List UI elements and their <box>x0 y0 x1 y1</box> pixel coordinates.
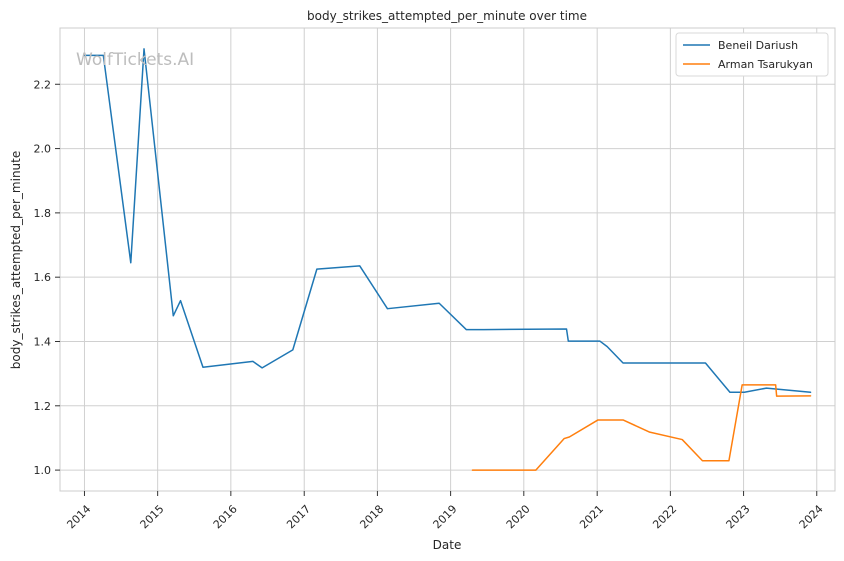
y-axis-ticks: 1.0 1.2 1.4 1.6 1.8 2.0 2.2 <box>34 78 60 477</box>
grid-lines <box>60 28 835 491</box>
legend-box <box>675 32 829 77</box>
y-tick-label: 2.2 <box>34 78 52 91</box>
y-axis-title: body_strikes_attempted_per_minute <box>9 151 23 369</box>
chart-title: body_strikes_attempted_per_minute over t… <box>307 9 587 23</box>
plot-area-background <box>60 28 835 491</box>
legend-label-arman-tsarukyan: Arman Tsarukyan <box>718 58 813 71</box>
y-tick-label: 1.8 <box>34 207 52 220</box>
series-lines <box>83 48 812 471</box>
y-tick-label: 2.0 <box>34 143 52 156</box>
y-tick-label: 1.2 <box>34 400 52 413</box>
y-tick-label: 1.6 <box>34 271 52 284</box>
legend-label-beneil-dariush: Beneil Dariush <box>718 39 798 52</box>
x-axis-title: Date <box>433 538 462 552</box>
y-tick-label: 1.0 <box>34 464 52 477</box>
y-tick-label: 1.4 <box>34 335 52 348</box>
legend: Beneil Dariush Arman Tsarukyan <box>675 32 829 77</box>
plot-area-frame <box>59 27 836 492</box>
series-line-beneil-dariush <box>83 48 812 394</box>
series-line-arman-tsarukyan <box>471 384 812 471</box>
watermark-logo: WolfTickets.AI <box>76 50 194 70</box>
